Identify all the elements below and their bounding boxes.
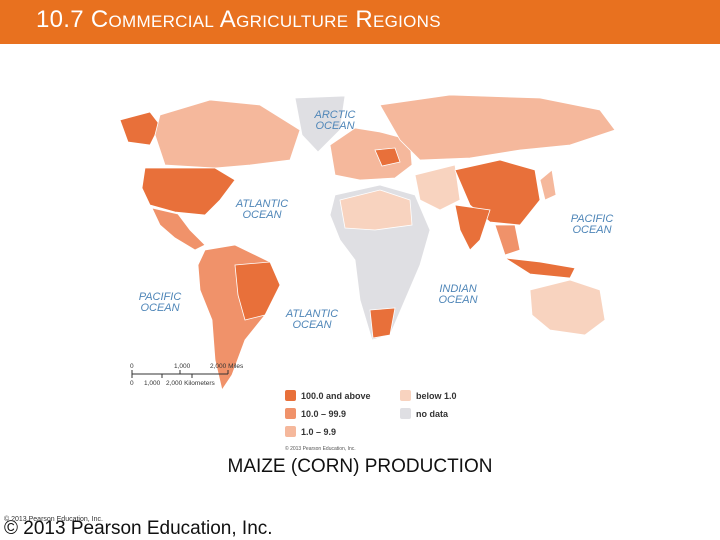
- legend-swatch: [285, 390, 296, 401]
- ocean-label-line: ARCTIC: [314, 109, 356, 121]
- ocean-label: ATLANTIC OCEAN: [235, 198, 288, 221]
- slide-title: 10.7 Commercial Agriculture Regions: [36, 6, 441, 33]
- ocean-label: INDIAN OCEAN: [438, 283, 477, 306]
- legend-swatch: [285, 408, 296, 419]
- canada: [154, 99, 301, 169]
- north-africa: [339, 189, 413, 231]
- scale-label: 0: [130, 380, 134, 387]
- australia: [529, 279, 606, 336]
- ocean-label-line: OCEAN: [292, 319, 331, 331]
- legend-label: no data: [416, 409, 449, 419]
- legend-label: 1.0 – 9.9: [301, 427, 336, 437]
- ocean-labels: ARCTIC OCEAN ATLANTIC OCEAN PACIFIC OCEAN P…: [139, 109, 614, 331]
- ocean-label-line: PACIFIC: [571, 213, 614, 225]
- ocean-label: PACIFIC OCEAN: [571, 213, 614, 236]
- legend-label: 100.0 and above: [301, 391, 371, 401]
- scale-bar: 0 1,000 2,000 Miles 0 1,000 2,000 Kilome…: [130, 363, 244, 387]
- russia: [379, 94, 616, 161]
- south-africa: [369, 307, 396, 339]
- map-credit: © 2013 Pearson Education, Inc.: [285, 445, 356, 452]
- india: [454, 204, 491, 251]
- legend-swatch: [285, 426, 296, 437]
- header-bar: 10.7 Commercial Agriculture Regions: [0, 0, 720, 44]
- usa: [141, 167, 236, 216]
- legend: 100.0 and above 10.0 – 99.9 1.0 – 9.9 below…: [285, 390, 457, 437]
- southeast-asia: [494, 224, 521, 256]
- legend-swatch: [400, 408, 411, 419]
- ocean-label-line: PACIFIC: [139, 291, 182, 303]
- ocean-label-line: OCEAN: [140, 302, 179, 314]
- alaska: [119, 111, 161, 146]
- ocean-label-line: OCEAN: [572, 224, 611, 236]
- ocean-label: ATLANTIC OCEAN: [285, 308, 338, 331]
- legend-label: below 1.0: [416, 391, 457, 401]
- scale-label: 1,000: [144, 380, 161, 387]
- ocean-label: PACIFIC OCEAN: [139, 291, 182, 314]
- land: [119, 94, 616, 391]
- japan: [539, 169, 557, 201]
- scale-label: 2,000 Miles: [210, 363, 244, 370]
- ocean-label-line: OCEAN: [315, 120, 354, 132]
- footer-copyright-small: © 2013 Pearson Education, Inc.: [4, 516, 103, 523]
- mexico: [151, 207, 206, 251]
- ocean-label-line: ATLANTIC: [285, 308, 338, 320]
- scale-label: 2,000 Kilometers: [166, 380, 216, 387]
- indonesia: [504, 257, 576, 279]
- scale-label: 1,000: [174, 363, 191, 370]
- ocean-label-line: OCEAN: [438, 294, 477, 306]
- middle-east: [414, 164, 461, 211]
- legend-label: 10.0 – 99.9: [301, 409, 346, 419]
- europe: [329, 127, 413, 181]
- ukraine: [374, 147, 401, 167]
- greenland: [294, 95, 346, 153]
- ocean-label: ARCTIC OCEAN: [314, 109, 356, 132]
- caption: MAIZE (CORN) PRODUCTION: [227, 456, 493, 477]
- footer-copyright: © 2013 Pearson Education, Inc.: [4, 518, 273, 539]
- ocean-label-line: ATLANTIC: [235, 198, 288, 210]
- ocean-label-line: OCEAN: [242, 209, 281, 221]
- ocean-label-line: INDIAN: [439, 283, 476, 295]
- brazil: [234, 261, 281, 321]
- legend-swatch: [400, 390, 411, 401]
- scale-label: 0: [130, 363, 134, 370]
